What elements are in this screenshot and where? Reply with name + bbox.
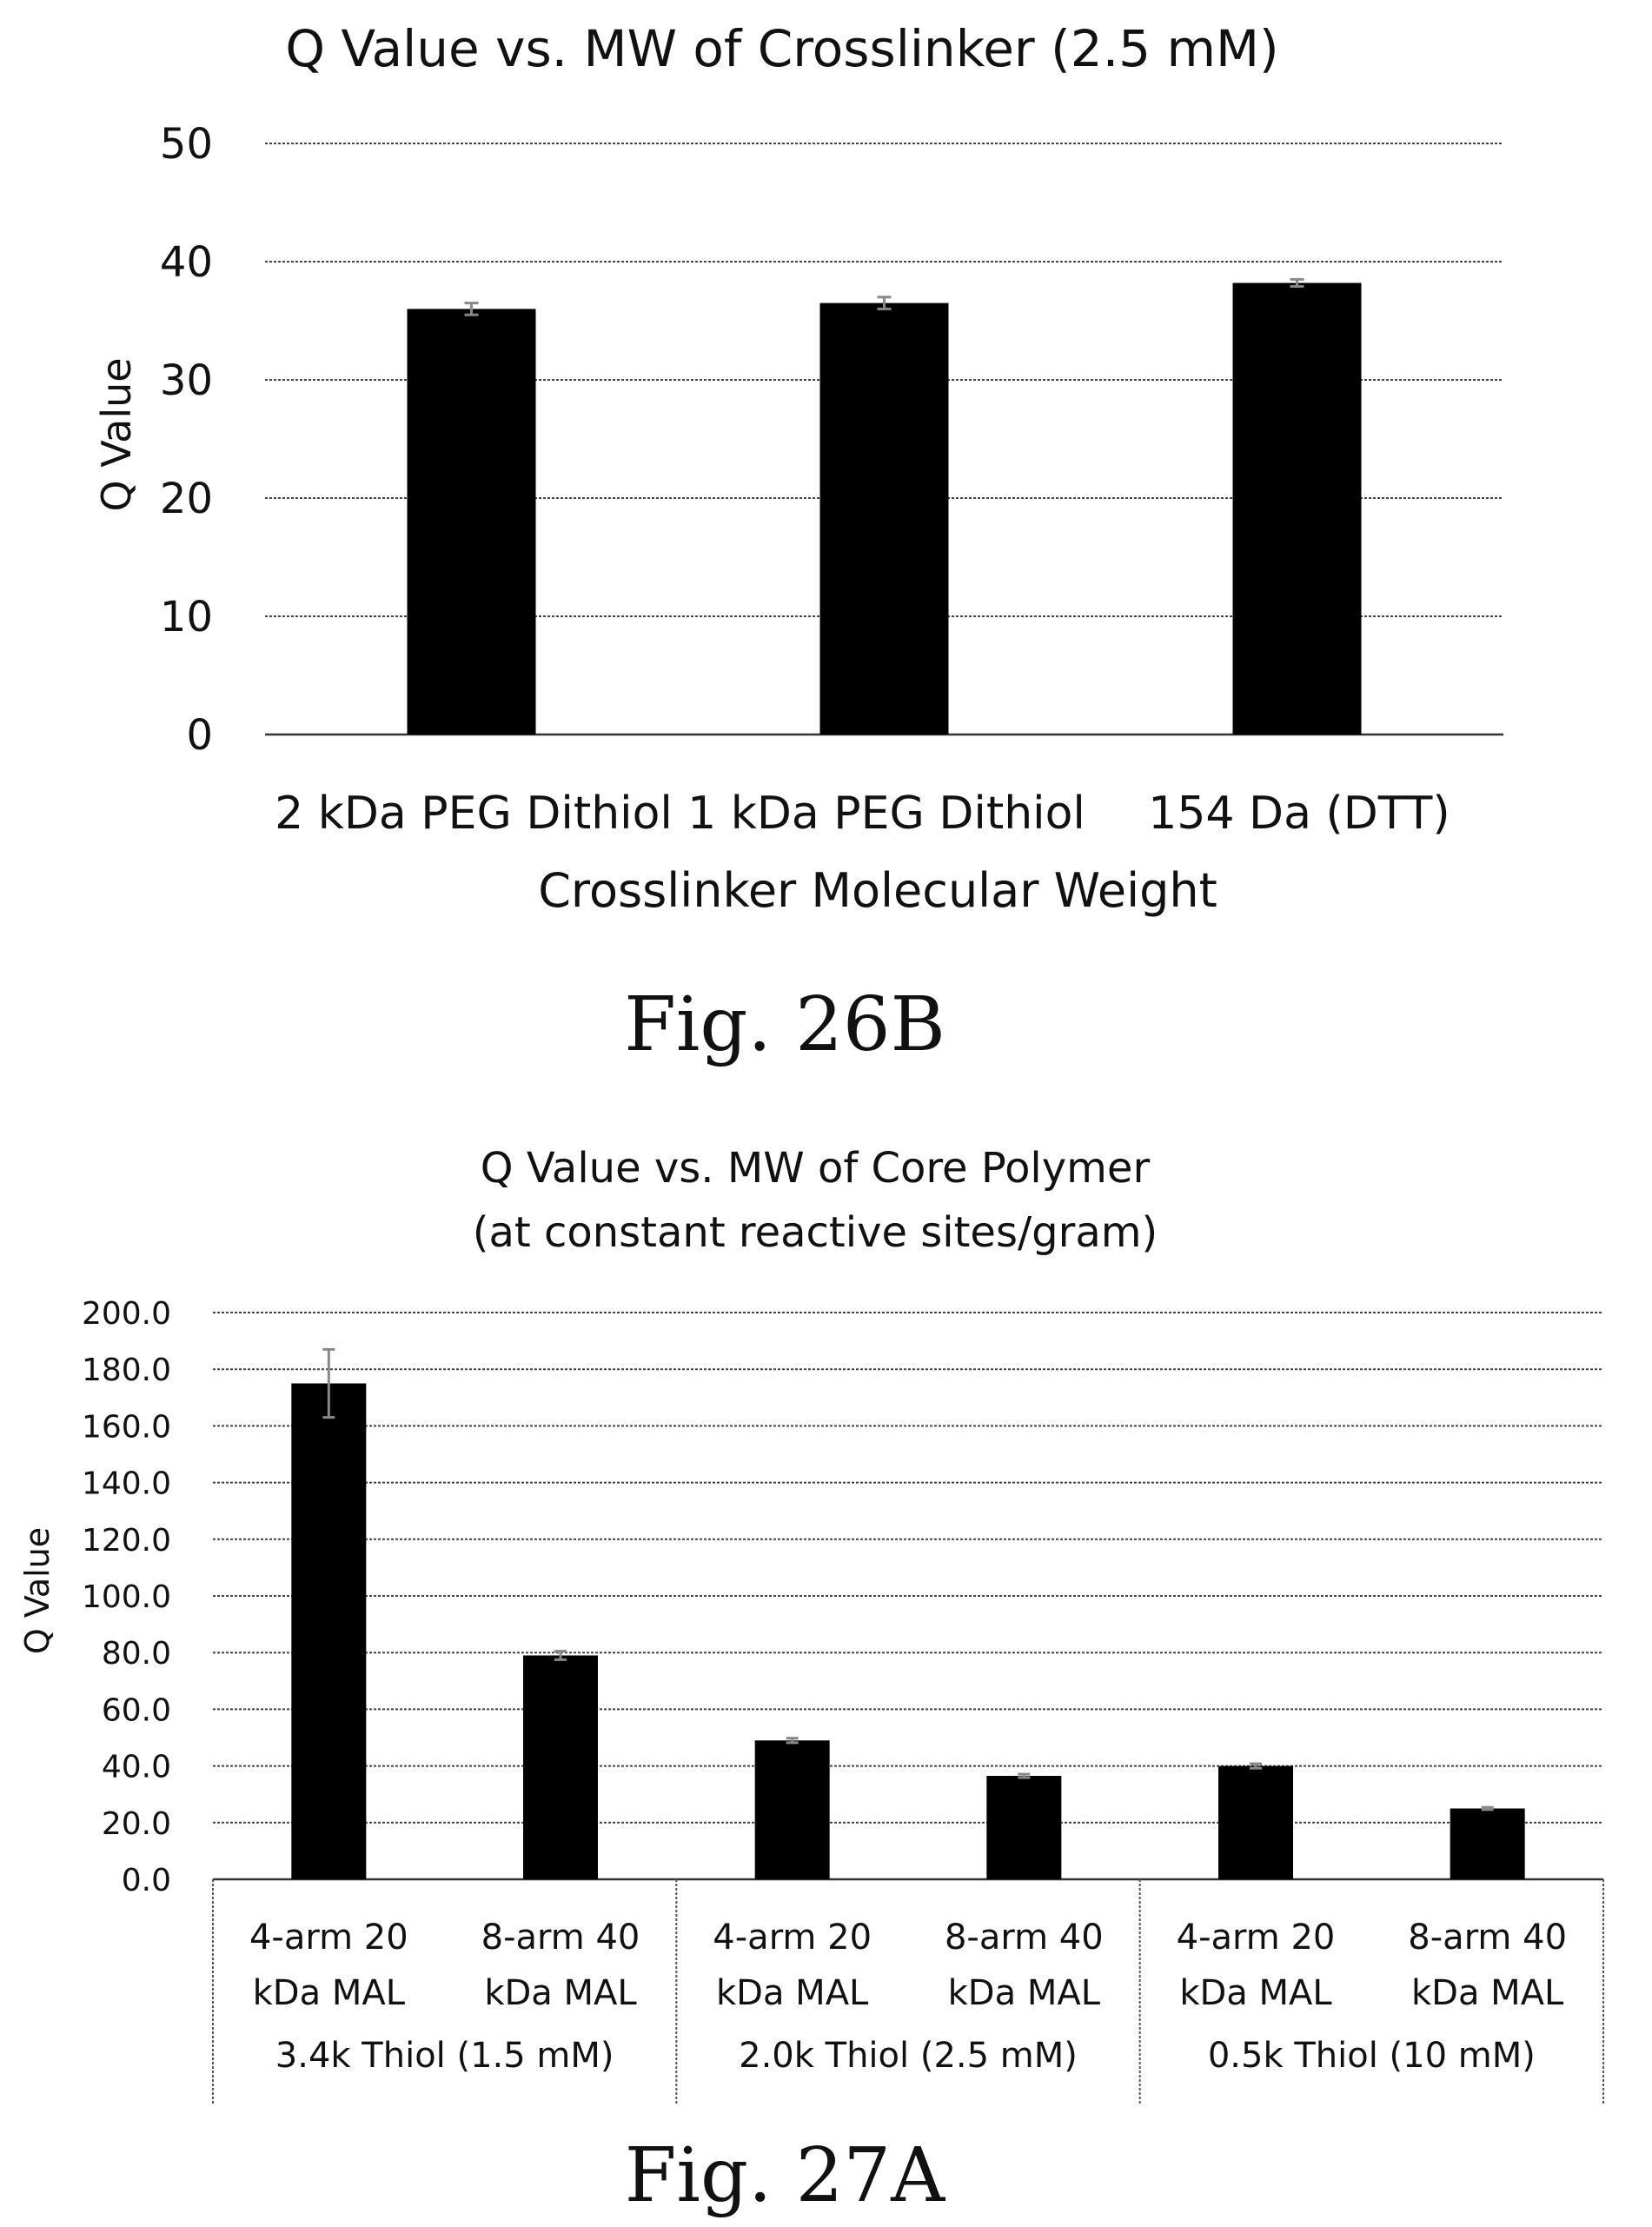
- chart1-x-tick-label: 154 Da (DTT): [1148, 788, 1450, 840]
- chart2-x-tick-label: kDa MAL: [484, 1973, 637, 2013]
- chart2-x-tick-label: 4-arm 20: [249, 1918, 408, 1958]
- chart2-x-tick-label: 4-arm 20: [713, 1918, 872, 1958]
- chart1-y-tick-label: 10: [160, 593, 213, 642]
- chart2-x-tick-label: 4-arm 20: [1177, 1918, 1336, 1958]
- chart1-y-tick-label: 0: [186, 711, 213, 760]
- chart1-y-tick-label: 20: [160, 475, 213, 523]
- chart2-y-tick-label: 180.0: [82, 1353, 171, 1388]
- chart2-y-tick-label: 80.0: [102, 1636, 171, 1672]
- chart1-y-tick-labels: 0 10 20 30 40 50: [160, 120, 213, 760]
- chart2-title: Q Value vs. MW of Core Polymer: [481, 1144, 1151, 1193]
- chart2-x-tick-label: kDa MAL: [948, 1973, 1101, 2013]
- chart1-bar: [819, 302, 949, 735]
- chart2-x-tick-label: kDa MAL: [1411, 1973, 1564, 2013]
- chart2-y-tick-label: 160.0: [82, 1409, 171, 1445]
- chart2-subtitle: (at constant reactive sites/gram): [473, 1208, 1158, 1257]
- chart2-group-label: 3.4k Thiol (1.5 mM): [275, 2036, 614, 2076]
- chart1-x-tick-label: 2 kDa PEG Dithiol: [275, 788, 673, 840]
- chart1-xlabel: Crosslinker Molecular Weight: [538, 863, 1217, 918]
- chart2-y-tick-labels: 0.0 20.0 40.0 60.0 80.0 100.0 120.0 140.0 160.0 1…: [82, 1296, 171, 1898]
- chart2-y-tick-label: 40.0: [102, 1750, 171, 1785]
- chart2-group-label: 2.0k Thiol (2.5 mM): [739, 2036, 1078, 2076]
- chart2-bar: [523, 1655, 598, 1879]
- fig-26b-label: Fig. 26B: [624, 981, 945, 1068]
- chart2-x-tick-label: 8-arm 40: [1408, 1918, 1567, 1958]
- chart2-group-label: 0.5k Thiol (10 mM): [1208, 2036, 1536, 2076]
- chart2-bar: [986, 1776, 1062, 1879]
- chart2-category-axis: 4-arm 20 kDa MAL 8-arm 40 kDa MAL 3.4k Thiol…: [212, 1879, 1604, 2104]
- chart2-bars: [291, 1347, 1525, 1879]
- chart2-x-tick-label: 8-arm 40: [481, 1918, 640, 1958]
- chart2-y-tick-label: 100.0: [82, 1579, 171, 1615]
- fig-27a-label: Fig. 27A: [625, 2132, 945, 2219]
- chart1-x-tick-labels: 2 kDa PEG Dithiol 1 kDa PEG Dithiol 154 Da…: [275, 788, 1450, 840]
- chart1-bar: [407, 309, 536, 735]
- chart2-gridlines: [213, 1312, 1603, 1881]
- chart2-bar: [1450, 1808, 1525, 1879]
- chart2-y-tick-label: 140.0: [82, 1466, 171, 1502]
- chart1-y-tick-label: 40: [160, 238, 213, 287]
- chart2-y-tick-label: 0.0: [122, 1863, 171, 1898]
- chart2-y-tick-label: 200.0: [82, 1296, 171, 1332]
- chart2-y-tick-label: 20.0: [102, 1806, 171, 1842]
- chart2-x-tick-label: kDa MAL: [253, 1973, 406, 2013]
- chart2-ylabel: Q Value: [18, 1527, 56, 1654]
- chart1-bar: [1232, 283, 1362, 735]
- chart1-x-tick-label: 1 kDa PEG Dithiol: [687, 788, 1085, 840]
- chart1-bars: [407, 277, 1362, 735]
- chart2-y-tick-label: 120.0: [82, 1523, 171, 1559]
- chart1-title: Q Value vs. MW of Crosslinker (2.5 mM): [285, 19, 1278, 78]
- chart2-bar: [291, 1383, 367, 1879]
- chart2-x-tick-label: 8-arm 40: [945, 1918, 1104, 1958]
- chart1-y-tick-label: 50: [160, 120, 213, 169]
- chart2-bar: [1218, 1765, 1293, 1879]
- chart1-ylabel: Q Value: [93, 357, 140, 511]
- chart2-bar: [754, 1740, 830, 1879]
- chart2-y-tick-label: 60.0: [102, 1692, 171, 1728]
- chart2-x-tick-label: kDa MAL: [716, 1973, 869, 2013]
- chart1-y-tick-label: 30: [160, 356, 213, 405]
- chart2-x-tick-label: kDa MAL: [1179, 1973, 1332, 2013]
